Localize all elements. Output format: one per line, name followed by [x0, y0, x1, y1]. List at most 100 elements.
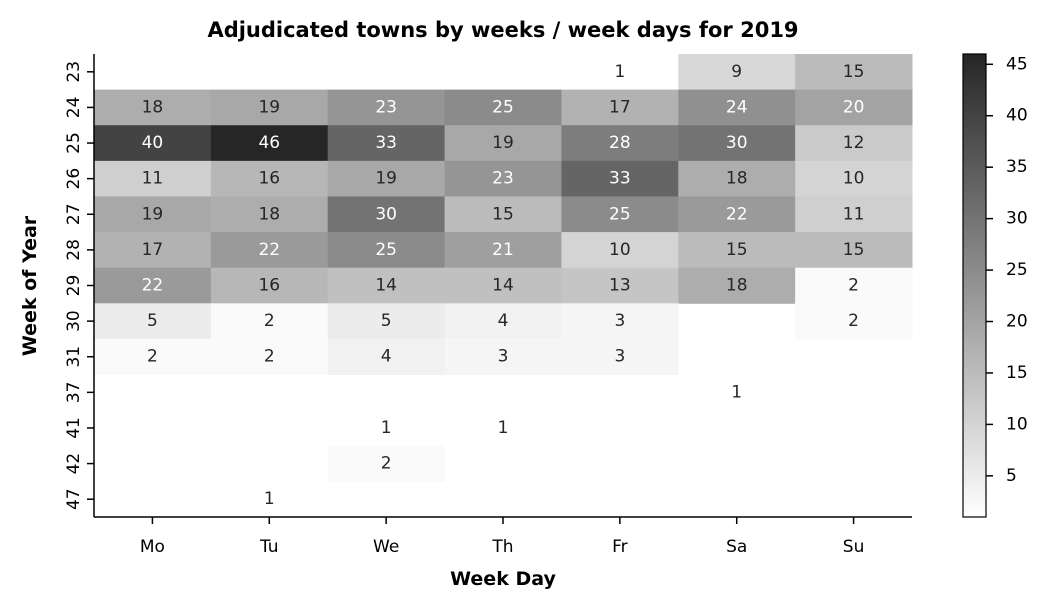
heatmap-cell — [561, 196, 679, 233]
heatmap-cell — [210, 89, 329, 126]
heatmap-cell — [210, 267, 329, 304]
cell-value-label: 5 — [381, 311, 392, 331]
cell-value-label: 14 — [375, 276, 397, 296]
x-tick-label: Fr — [612, 537, 628, 557]
colorbar-tick-label: 25 — [1006, 260, 1028, 280]
cell-value-label: 15 — [492, 204, 514, 224]
heatmap-cell — [795, 232, 913, 269]
cell-value-label: 1 — [264, 489, 275, 509]
cell-value-label: 2 — [264, 347, 275, 367]
heatmap-cell — [678, 267, 796, 304]
y-tick-label: 25 — [64, 132, 84, 154]
cell-value-label: 19 — [492, 133, 514, 153]
heatmap-cell — [561, 303, 679, 340]
heatmap-cell — [210, 232, 329, 269]
heatmap-cell — [444, 125, 562, 162]
colorbar-tick-label: 35 — [1006, 157, 1028, 177]
cell-value-label: 1 — [614, 62, 625, 82]
cell-value-label: 19 — [375, 169, 397, 189]
cell-value-label: 18 — [258, 204, 280, 224]
heatmap-cell — [94, 303, 212, 340]
cell-value-label: 40 — [142, 133, 164, 153]
heatmap-cell — [678, 160, 796, 197]
cell-value-label: 22 — [726, 204, 748, 224]
cell-value-label: 11 — [843, 204, 865, 224]
heatmap-cell — [561, 89, 679, 126]
heatmap-cell — [210, 125, 329, 162]
cell-value-label: 15 — [843, 240, 865, 260]
heatmap-cell — [795, 125, 913, 162]
heatmap-cell — [327, 303, 446, 340]
cell-value-label: 18 — [726, 169, 748, 189]
heatmap-cell — [210, 338, 329, 376]
cell-value-label: 9 — [731, 62, 742, 82]
y-axis-label: Week of Year — [19, 215, 41, 356]
cell-value-label: 25 — [609, 204, 631, 224]
heatmap-cell — [327, 338, 446, 376]
cell-value-label: 16 — [258, 276, 280, 296]
cell-value-label: 3 — [614, 311, 625, 331]
heatmap-cell — [94, 338, 212, 376]
cell-value-label: 23 — [375, 97, 397, 117]
cell-value-label: 14 — [492, 276, 514, 296]
heatmap-cell — [561, 125, 679, 162]
cell-value-label: 22 — [258, 240, 280, 260]
x-tick-label: Th — [491, 537, 513, 557]
colorbar-tick-label: 20 — [1006, 312, 1028, 332]
heatmap-cell — [795, 160, 913, 197]
heatmap-cell — [327, 89, 446, 126]
cell-value-label: 30 — [726, 133, 748, 153]
heatmap-cell — [210, 303, 329, 340]
colorbar-tick-label: 45 — [1006, 54, 1028, 74]
cell-value-label: 33 — [609, 169, 631, 189]
heatmap-cell — [444, 410, 562, 447]
heatmap-cell — [561, 54, 679, 91]
heatmap-cell — [210, 196, 329, 233]
cell-value-label: 12 — [843, 133, 865, 153]
y-tick-label: 31 — [64, 346, 84, 368]
heatmap-cell — [327, 232, 446, 269]
heatmap-cell — [327, 445, 446, 482]
cell-value-label: 21 — [492, 240, 514, 260]
heatmap-cell — [210, 160, 329, 197]
cell-value-label: 46 — [258, 133, 280, 153]
cell-value-label: 24 — [726, 97, 748, 117]
cell-value-label: 10 — [609, 240, 631, 260]
heatmap-cell — [327, 125, 446, 162]
heatmap-cell — [678, 54, 796, 91]
y-tick-label: 23 — [64, 61, 84, 83]
cell-value-label: 28 — [609, 133, 631, 153]
heatmap-cell — [210, 481, 329, 518]
heatmap-cell — [444, 232, 562, 269]
heatmap-cell — [327, 196, 446, 233]
heatmap-cell — [561, 160, 679, 197]
cell-value-label: 2 — [264, 311, 275, 331]
cell-value-label: 25 — [375, 240, 397, 260]
heatmap-cell — [327, 410, 446, 447]
cell-value-label: 13 — [609, 276, 631, 296]
heatmap-cell — [795, 89, 913, 126]
heatmap-cell — [444, 267, 562, 304]
cell-value-label: 18 — [726, 276, 748, 296]
heatmap-cell — [444, 196, 562, 233]
heatmap-cell — [795, 267, 913, 304]
heatmap-cell — [678, 232, 796, 269]
cell-value-label: 5 — [147, 311, 158, 331]
cell-value-label: 1 — [498, 418, 509, 438]
y-tick-label: 30 — [64, 310, 84, 332]
colorbar-tick-label: 15 — [1006, 363, 1028, 383]
heatmap-cell — [444, 160, 562, 197]
heatmap-cell — [561, 232, 679, 269]
colorbar-tick-label: 30 — [1006, 209, 1028, 229]
heatmap-cell — [94, 125, 212, 162]
colorbar-ticks: 5 10 15 20 25 30 35 40 45 — [986, 54, 1028, 486]
heatmap-cell — [327, 160, 446, 197]
cell-value-label: 2 — [848, 276, 859, 296]
heatmap-cell — [795, 303, 913, 340]
cell-value-label: 15 — [843, 62, 865, 82]
cell-value-label: 23 — [492, 169, 514, 189]
cell-value-label: 1 — [381, 418, 392, 438]
colorbar — [963, 54, 986, 517]
x-tick-label: Mo — [140, 537, 165, 557]
